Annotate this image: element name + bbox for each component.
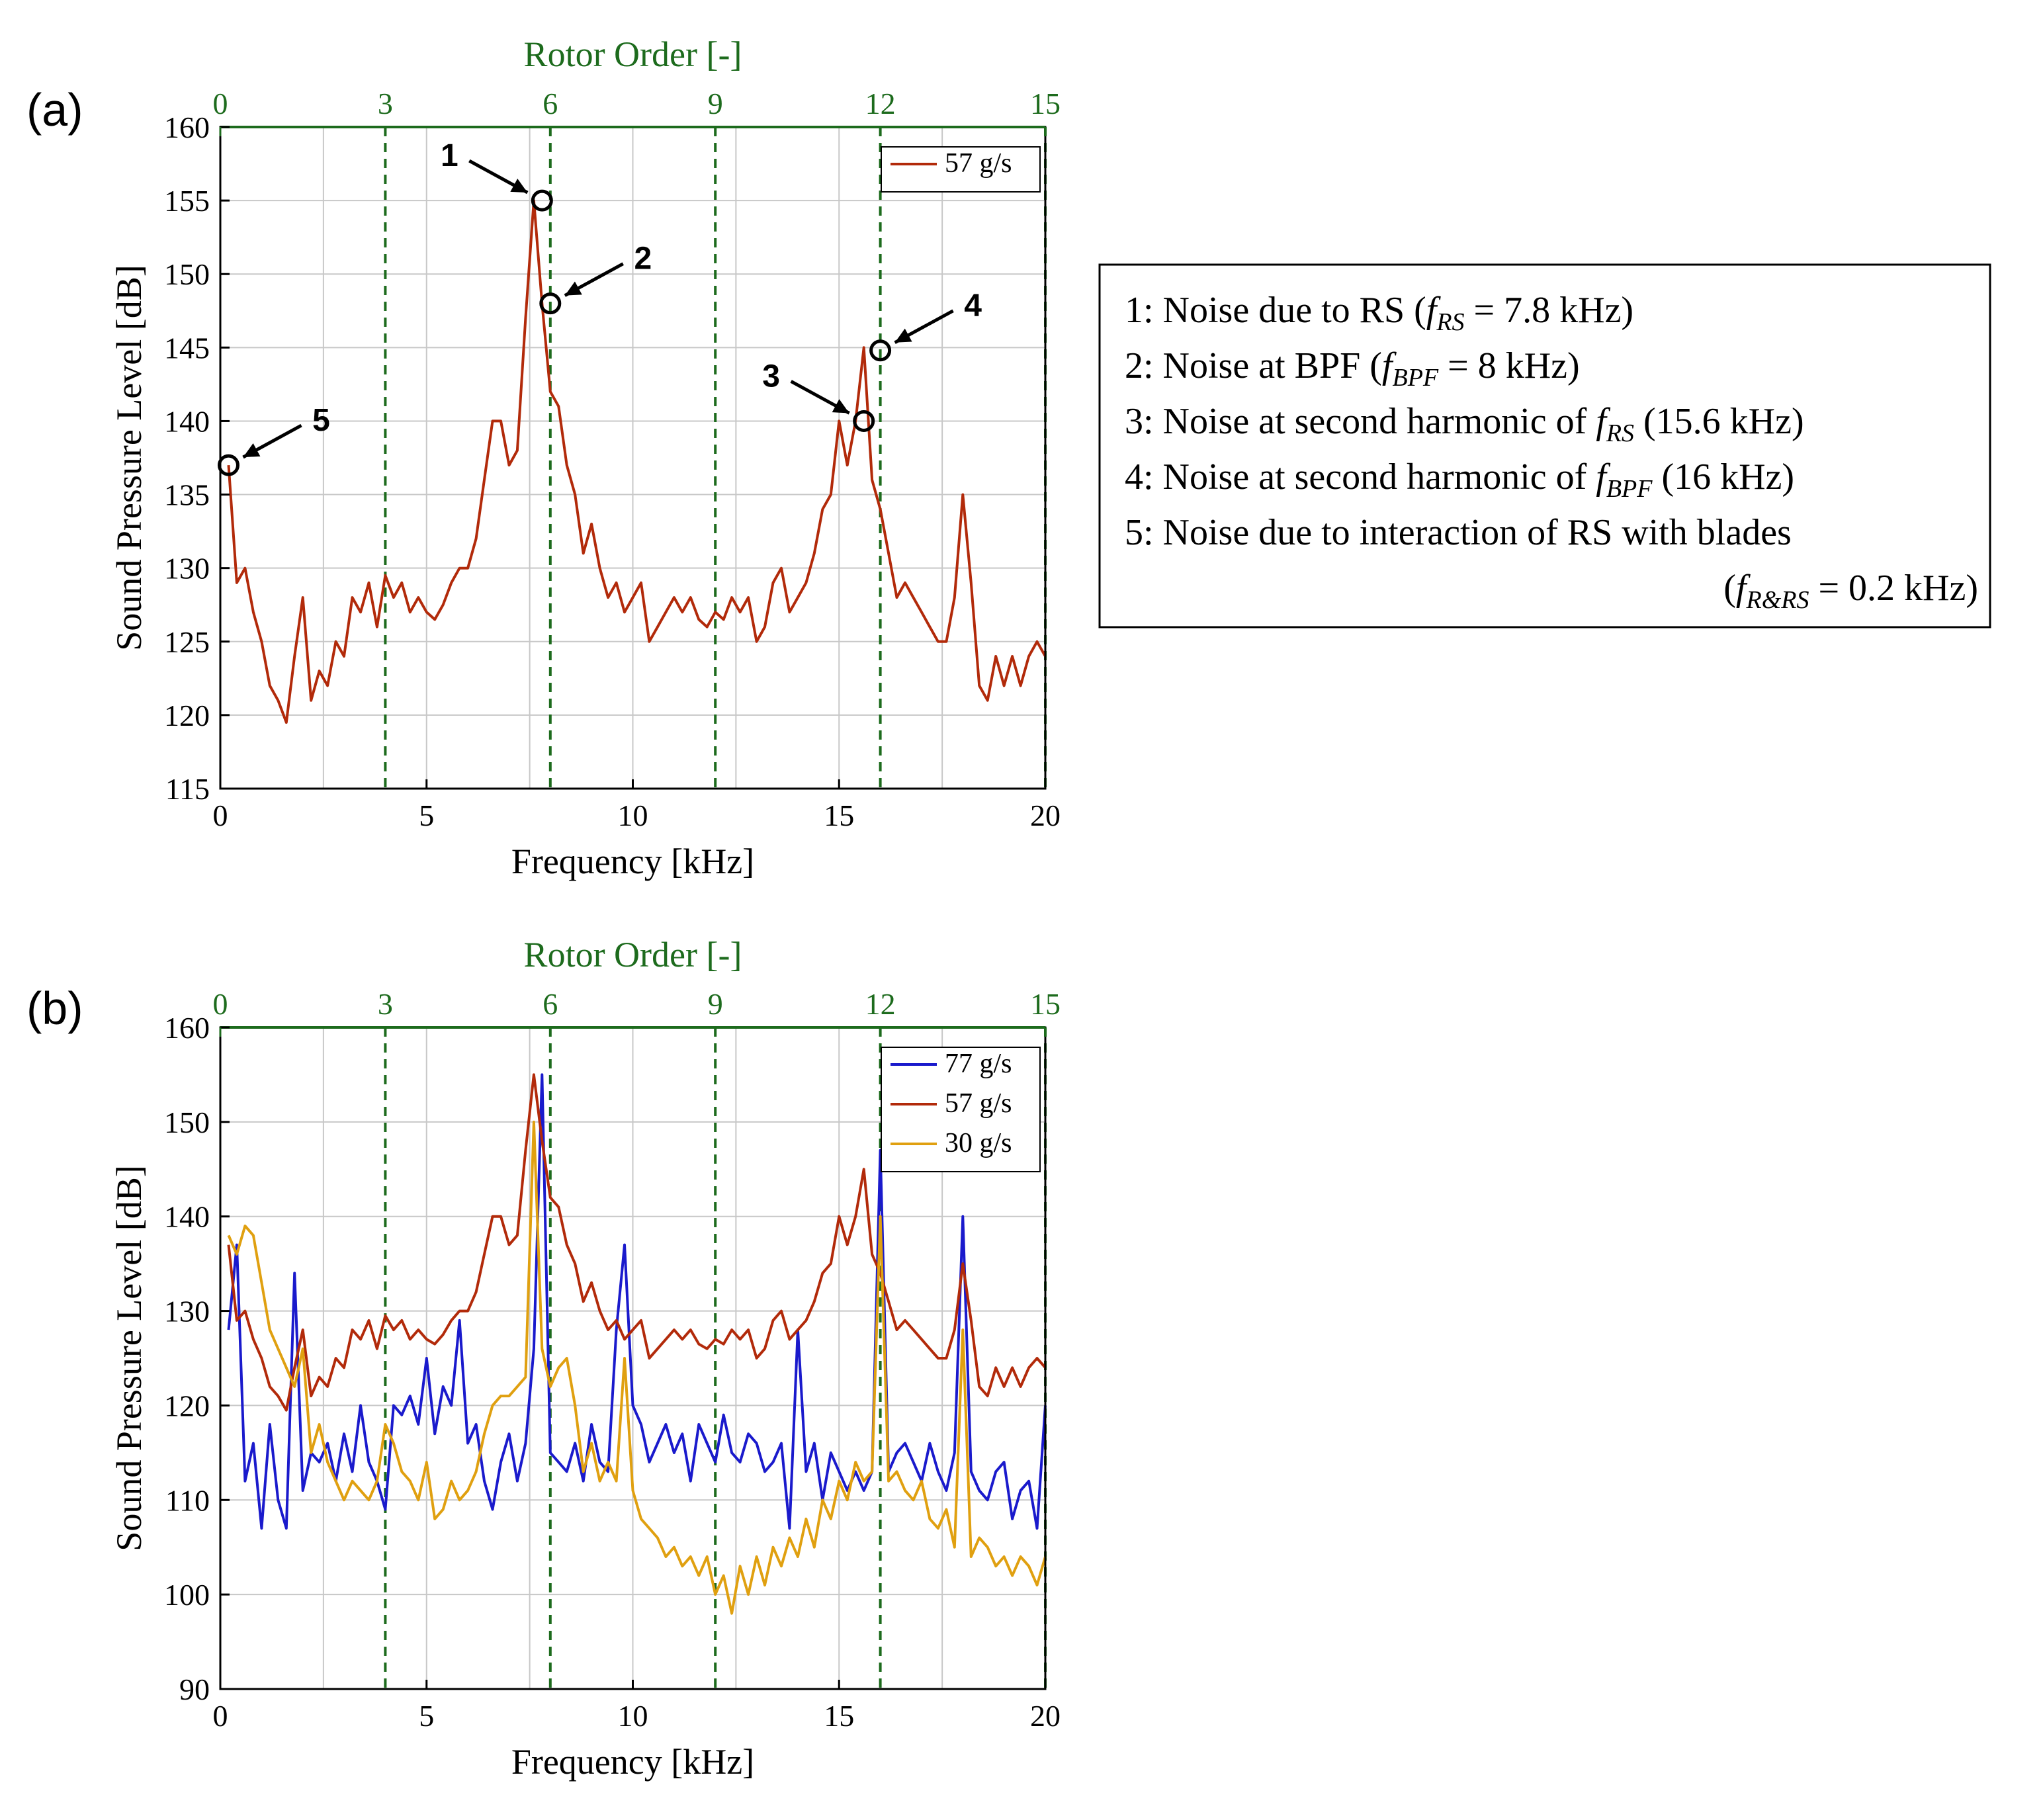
y-tick-label: 140	[164, 404, 210, 438]
y-axis-label: Sound Pressure Level [dB]	[109, 1165, 149, 1551]
y-axis-label: Sound Pressure Level [dB]	[109, 265, 149, 650]
marker-arrowhead	[894, 328, 912, 343]
marker-number: 3	[762, 359, 780, 394]
x-tick-label: 20	[1030, 799, 1061, 832]
y-tick-label: 150	[164, 257, 210, 291]
marker-number: 4	[964, 288, 982, 324]
note-line-4: 4: Noise at second harmonic of fBPF (16 …	[1125, 456, 1794, 503]
top-tick-label: 12	[865, 987, 896, 1021]
x-axis-label: Frequency [kHz]	[511, 1742, 754, 1782]
panel-label: (b)	[26, 982, 83, 1034]
y-tick-label: 90	[179, 1672, 210, 1706]
marker-number: 1	[441, 138, 458, 173]
marker-arrowhead	[510, 178, 528, 193]
marker-circle	[217, 454, 239, 476]
marker-circle	[853, 410, 875, 432]
y-tick-label: 100	[164, 1578, 210, 1612]
legend-box	[881, 1047, 1041, 1172]
marker-number: 5	[312, 403, 330, 438]
legend-label: 77 g/s	[945, 1049, 1012, 1079]
top-tick-label: 15	[1030, 987, 1061, 1021]
y-tick-label: 140	[164, 1200, 210, 1234]
y-tick-label: 115	[165, 772, 210, 806]
note-line-2: 2: Noise at BPF (fBPF = 8 kHz)	[1125, 345, 1580, 392]
x-tick-label: 20	[1030, 1699, 1061, 1733]
y-tick-label: 135	[164, 478, 210, 512]
top-tick-label: 6	[543, 87, 558, 120]
y-tick-label: 120	[164, 1389, 210, 1422]
panel-a: (a)0 5 10 15 2011512012513013514014515015516…	[26, 34, 1061, 881]
top-tick-label: 9	[708, 87, 723, 120]
marker-arrowhead	[832, 399, 849, 413]
y-tick-label: 110	[165, 1483, 210, 1517]
x-tick-label: 15	[824, 1699, 854, 1733]
x-tick-label: 15	[824, 799, 854, 832]
top-axis-label: Rotor Order [-]	[524, 34, 742, 74]
marker-circle	[531, 189, 553, 212]
x-tick-label: 5	[419, 799, 434, 832]
y-tick-label: 145	[164, 331, 210, 365]
top-tick-label: 0	[213, 87, 228, 120]
series-line-57-g-s	[227, 1073, 1047, 1412]
y-tick-label: 120	[164, 699, 210, 732]
series-line-57-g-s	[227, 199, 1047, 724]
marker-number: 2	[634, 241, 652, 277]
legend-box	[881, 146, 1041, 193]
top-tick-label: 6	[543, 987, 558, 1021]
top-axis-label: Rotor Order [-]	[524, 935, 742, 975]
series-line-30-g-s	[227, 1120, 1047, 1615]
top-tick-label: 9	[708, 987, 723, 1021]
y-tick-label: 150	[164, 1105, 210, 1139]
note-line-6: (fR&RS = 0.2 kHz)	[1723, 568, 1978, 614]
y-tick-label: 160	[164, 1011, 210, 1045]
top-tick-label: 3	[378, 987, 393, 1021]
note-line-5: 5: Noise due to interaction of RS with b…	[1125, 512, 1792, 553]
x-tick-label: 0	[213, 1699, 228, 1733]
legend: 57 g/s	[881, 146, 1041, 193]
marker-circle	[539, 292, 562, 315]
notes-box-frame	[1098, 263, 1991, 628]
x-tick-label: 5	[419, 1699, 434, 1733]
top-tick-label: 15	[1030, 87, 1061, 120]
y-tick-label: 155	[164, 184, 210, 218]
notes-box: 1: Noise due to RS (fRS = 7.8 kHz) 2: No…	[1098, 263, 1991, 628]
note-line-1: 1: Noise due to RS (fRS = 7.8 kHz)	[1125, 290, 1633, 336]
x-tick-label: 0	[213, 799, 228, 832]
legend: 77 g/s 57 g/s 30 g/s	[881, 1047, 1041, 1172]
top-tick-label: 0	[213, 987, 228, 1021]
marker-arrowhead	[243, 443, 261, 458]
y-tick-label: 130	[164, 1295, 210, 1328]
top-tick-label: 12	[865, 87, 896, 120]
legend-label: 57 g/s	[945, 1088, 1012, 1119]
marker-circle	[869, 339, 892, 362]
legend-label: 57 g/s	[945, 148, 1012, 179]
series-line-77-g-s	[227, 1073, 1047, 1530]
marker-arrowhead	[564, 281, 582, 296]
x-tick-label: 10	[618, 799, 648, 832]
x-axis-label: Frequency [kHz]	[511, 842, 754, 881]
y-tick-label: 130	[164, 552, 210, 585]
top-tick-label: 3	[378, 87, 393, 120]
y-tick-label: 160	[164, 110, 210, 144]
legend-label: 30 g/s	[945, 1128, 1012, 1158]
panel-label: (a)	[26, 84, 83, 136]
note-line-3: 3: Noise at second harmonic of fRS (15.6…	[1125, 401, 1804, 447]
y-tick-label: 125	[164, 625, 210, 659]
x-tick-label: 10	[618, 1699, 648, 1733]
